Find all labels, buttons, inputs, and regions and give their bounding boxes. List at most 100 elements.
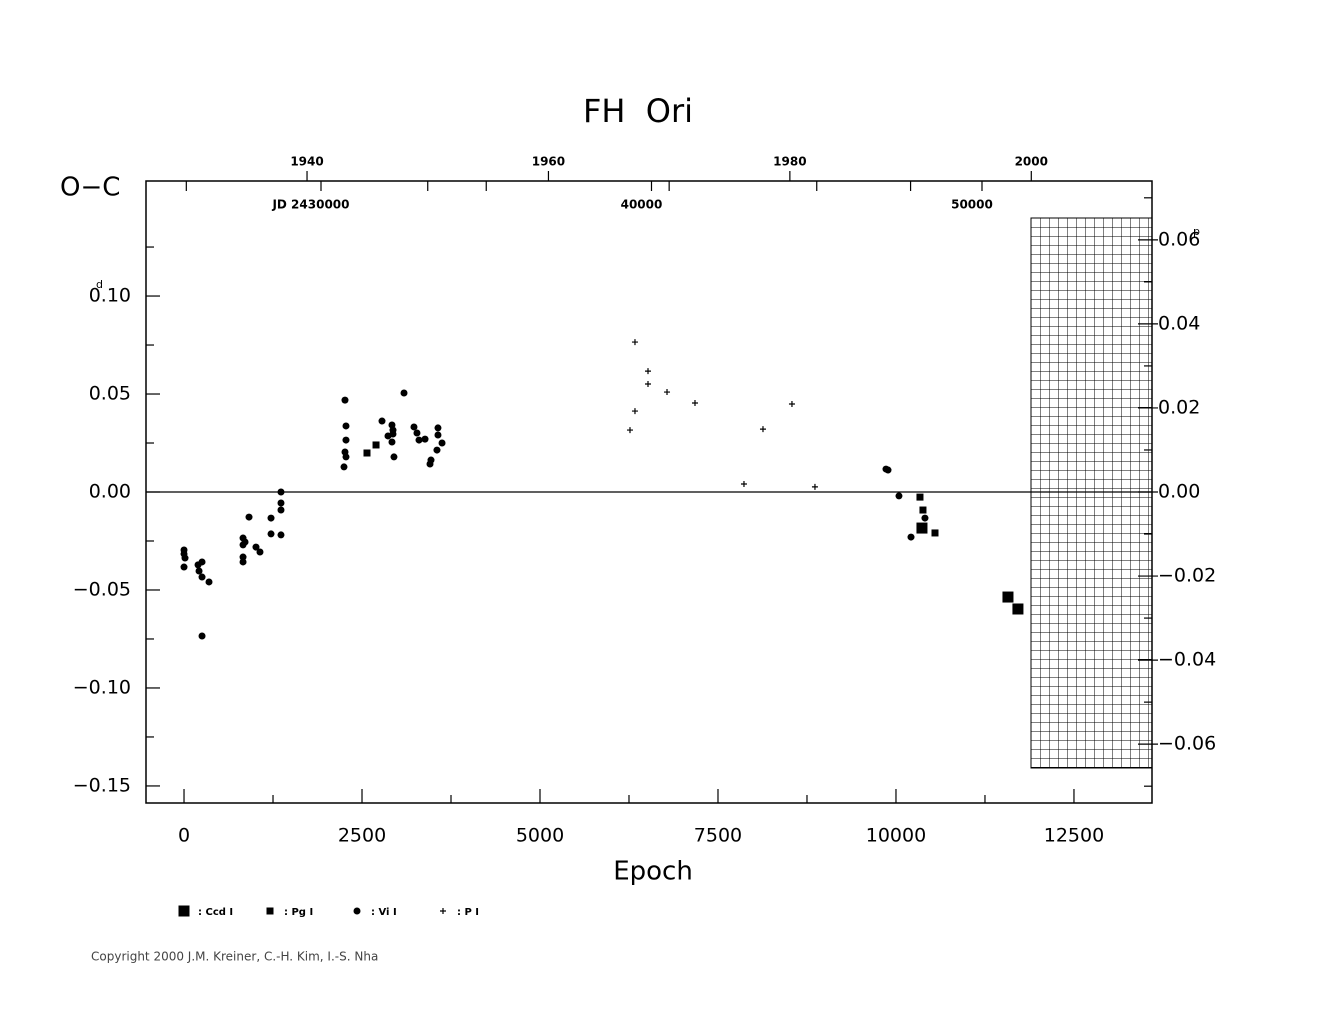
- hatched-region: [1030, 217, 1153, 769]
- marker: [239, 553, 247, 561]
- x-tick-label: 0: [178, 825, 190, 847]
- y2-tick-label: 0.06: [1158, 228, 1200, 250]
- marker: [205, 578, 213, 586]
- marker: [626, 427, 633, 434]
- marker: [759, 426, 766, 433]
- marker: [239, 558, 247, 566]
- legend-marker: [266, 907, 274, 915]
- marker: [389, 430, 397, 438]
- jd-tick-label: 40000: [621, 198, 663, 212]
- marker: [267, 530, 275, 538]
- marker: [277, 488, 285, 496]
- marker: [631, 339, 638, 346]
- marker: [256, 548, 264, 556]
- marker: [390, 453, 398, 461]
- marker: [434, 431, 442, 439]
- marker: [895, 492, 903, 500]
- marker: [245, 513, 253, 521]
- marker: [1012, 603, 1024, 615]
- y-tick-label: 0.05: [89, 383, 131, 405]
- y-tick-label: 0.00: [89, 481, 131, 503]
- year-tick-label: 1980: [773, 155, 806, 169]
- marker: [277, 531, 285, 539]
- marker: [811, 483, 818, 490]
- marker: [691, 400, 698, 407]
- marker: [198, 632, 206, 640]
- marker: [740, 480, 747, 487]
- x-tick-label: 12500: [1044, 825, 1104, 847]
- marker: [180, 563, 188, 571]
- y2-tick-label: 0.00: [1158, 481, 1200, 503]
- marker: [341, 396, 349, 404]
- marker: [195, 567, 203, 575]
- marker: [1002, 591, 1014, 603]
- y2-tick-label: −0.06: [1158, 733, 1216, 755]
- marker: [931, 529, 939, 537]
- jd-tick-label: 50000: [951, 198, 993, 212]
- marker: [421, 435, 429, 443]
- marker: [645, 368, 652, 375]
- year-tick-label: 1940: [290, 155, 323, 169]
- main-layer: 0 2500 5000 7500 10000 12500 −0.15 −0.10 −0.05 0.…: [73, 155, 1216, 919]
- chart-title: FH Ori: [583, 92, 693, 130]
- y2-tick-label: 0.04: [1158, 312, 1200, 334]
- jd-tick-label: JD 2430000: [271, 198, 349, 212]
- marker: [400, 389, 408, 397]
- x-tick-label: 7500: [694, 825, 742, 847]
- marker: [921, 514, 929, 522]
- legend-marker: [353, 907, 361, 915]
- marker: [413, 429, 421, 437]
- marker: [378, 417, 386, 425]
- legend-label: : Vi I: [371, 907, 397, 918]
- marker: [415, 436, 423, 444]
- marker: [907, 533, 915, 541]
- y-tick-label: −0.15: [73, 774, 131, 796]
- marker: [916, 493, 924, 501]
- y2-tick-label: 0.02: [1158, 396, 1200, 418]
- marker: [410, 423, 418, 431]
- marker: [342, 422, 350, 430]
- marker: [198, 573, 206, 581]
- marker: [181, 554, 189, 562]
- y-axis-label: O−C: [60, 173, 120, 203]
- marker: [919, 506, 927, 514]
- legend-marker: [178, 905, 190, 917]
- legend-label: : Pg I: [284, 907, 313, 918]
- marker: [884, 466, 892, 474]
- marker: [631, 408, 638, 415]
- marker: [198, 558, 206, 566]
- y-tick-label: 0.10: [89, 285, 131, 307]
- x-tick-label: 10000: [866, 825, 926, 847]
- marker: [433, 446, 441, 454]
- marker: [426, 460, 434, 468]
- y-tick-label: −0.05: [73, 578, 131, 600]
- y-tick-label: −0.10: [73, 676, 131, 698]
- legend-label: : P I: [457, 907, 479, 918]
- legend-marker: [440, 908, 446, 914]
- y2-tick-label: −0.04: [1158, 649, 1216, 671]
- marker: [340, 463, 348, 471]
- marker: [388, 438, 396, 446]
- marker: [916, 522, 928, 534]
- marker: [372, 441, 380, 449]
- marker: [277, 499, 285, 507]
- marker: [342, 453, 350, 461]
- year-tick-label: 2000: [1015, 155, 1048, 169]
- marker: [267, 514, 275, 522]
- marker: [788, 401, 795, 408]
- y2-tick-label: −0.02: [1158, 565, 1216, 587]
- marker: [363, 449, 371, 457]
- marker: [645, 381, 652, 388]
- copyright: Copyright 2000 J.M. Kreiner, C.-H. Kim, …: [91, 950, 378, 964]
- y2-unit: p: [1193, 225, 1200, 238]
- y-unit: d: [96, 278, 103, 291]
- x-tick-label: 5000: [516, 825, 564, 847]
- marker: [434, 424, 442, 432]
- year-tick-label: 1960: [532, 155, 565, 169]
- marker: [239, 541, 247, 549]
- legend-label: : Ccd I: [198, 907, 233, 918]
- x-tick-label: 2500: [338, 825, 386, 847]
- marker: [664, 389, 671, 396]
